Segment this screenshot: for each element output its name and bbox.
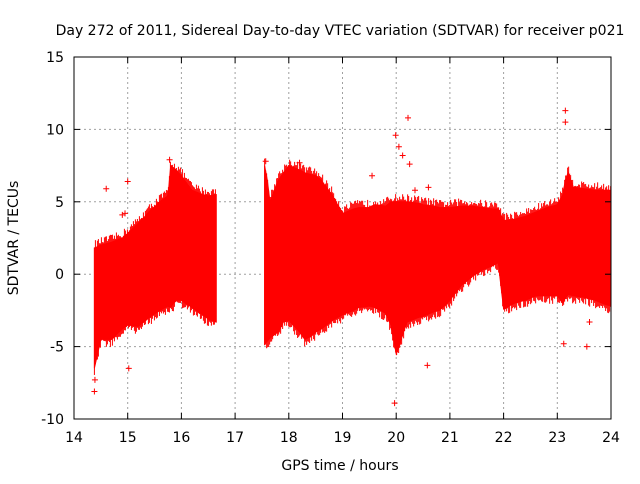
outlier-point [405, 114, 412, 121]
x-tick-label: 14 [65, 430, 83, 446]
outlier-point [586, 318, 593, 325]
x-tick-label: 16 [172, 430, 190, 446]
y-axis-label: SDTVAR / TECUs [6, 181, 22, 296]
outlier-point [124, 178, 131, 185]
y-tick-label: 10 [46, 122, 64, 138]
outlier-point [122, 210, 129, 217]
x-tick-label: 15 [119, 430, 137, 446]
plot-frame [73, 56, 612, 420]
outlier-point [392, 132, 399, 139]
outlier-point [395, 143, 402, 150]
x-tick-label: 22 [495, 430, 513, 446]
outlier-point [562, 107, 569, 114]
axes [73, 56, 612, 420]
outlier-point [166, 156, 173, 163]
outlier-point [583, 343, 590, 350]
y-tick-label: -5 [50, 340, 64, 356]
outlier-point [262, 158, 269, 165]
outlier-point [406, 161, 413, 168]
outlier-point [91, 376, 98, 383]
x-tick-label: 20 [387, 430, 405, 446]
x-tick-label: 18 [280, 430, 298, 446]
outlier-point [560, 340, 567, 347]
x-tick-label: 24 [602, 430, 620, 446]
y-tick-label: 15 [46, 50, 64, 66]
outlier-point [391, 400, 398, 407]
outlier-markers [91, 107, 593, 407]
x-tick-label: 19 [334, 430, 352, 446]
outlier-point [424, 362, 431, 369]
outlier-point [103, 185, 110, 192]
x-axis-label: GPS time / hours [281, 458, 398, 474]
y-tick-label: -10 [41, 412, 64, 428]
outlier-point [411, 187, 418, 194]
tick-labels: 14 15 16 17 18 19 20 21 22 23 24 -10 -5 0 5 10 15 [41, 50, 620, 446]
y-tick-label: 5 [55, 195, 64, 211]
outlier-point [125, 365, 132, 372]
outlier-point [91, 388, 98, 395]
outlier-point [369, 172, 376, 179]
outlier-point [399, 152, 406, 159]
x-tick-label: 17 [226, 430, 244, 446]
outlier-point [562, 119, 569, 126]
outlier-point [296, 159, 303, 166]
chart-title: Day 272 of 2011, Sidereal Day-to-day VTE… [56, 23, 625, 39]
x-tick-label: 23 [548, 430, 566, 446]
data-series [93, 158, 612, 375]
y-tick-label: 0 [55, 267, 64, 283]
x-tick-label: 21 [441, 430, 459, 446]
outlier-point [425, 184, 432, 191]
outlier-point [119, 211, 126, 218]
